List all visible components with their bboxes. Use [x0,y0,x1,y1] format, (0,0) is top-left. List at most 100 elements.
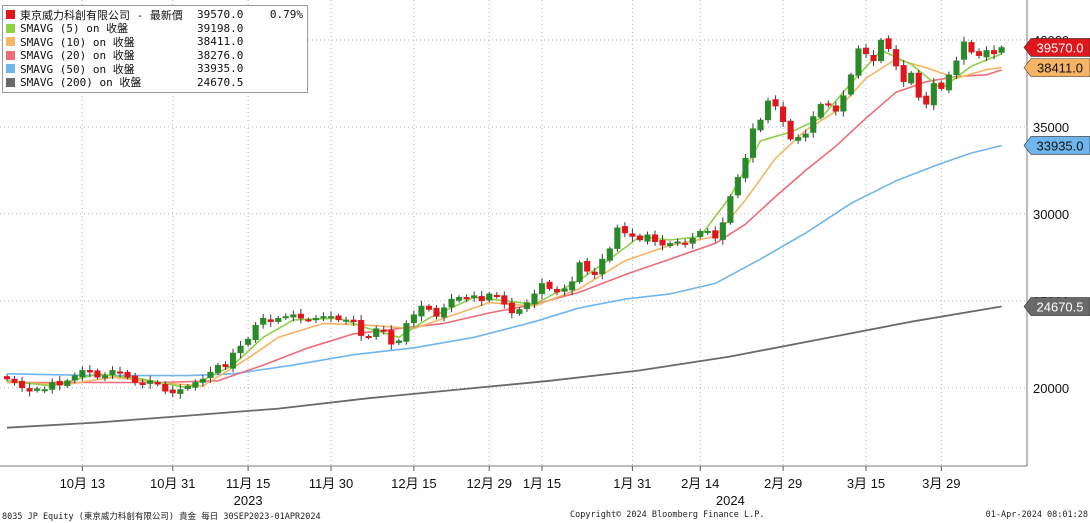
x-tick-label: 2月 14 [681,476,719,491]
y-tick-label: 35000 [1033,120,1069,135]
candle-body [486,293,493,301]
legend-value-sma200: 24670.5 [197,75,244,89]
sma20-line [7,69,1002,384]
legend-swatch-sma5 [6,23,15,33]
candle-body [116,371,124,374]
value-badge-shape [1023,297,1090,316]
legend-row-sma10: SMAVG (10) on 收盤 38411.0 [6,35,303,49]
legend-swatch-price [6,10,15,20]
candle-body [147,380,154,384]
legend-name-sma200: SMAVG (200) on 收盤 [20,76,142,90]
candle-body [440,307,448,318]
candle-body [975,51,983,56]
candle-body [878,39,885,62]
candle-body [290,314,297,318]
legend-swatch-sma10 [6,37,15,47]
candle-body [305,319,312,322]
candle-body [207,371,214,378]
sma5-path [6,49,1002,389]
legend-swatch-sma50 [6,64,15,74]
candle-body [94,370,101,378]
candle-body [19,380,26,389]
candle-body [132,375,139,383]
candle-body [915,72,922,98]
candle-body [403,323,410,342]
candle-body [124,371,131,378]
legend-row-price: 東京威力科創有限公司 - 最新價 39570.0 0.79% [6,8,303,22]
candle-body [968,42,975,53]
x-tick-label: 10月 13 [60,476,106,491]
candle-body [425,305,433,310]
candle-body [930,83,937,106]
value-badge-label: 24670.5 [1037,300,1084,315]
x-tick-label: 2月 29 [764,476,802,491]
last-value-badges: 39570.0 38411.0 33935.0 24670.5 [1023,38,1090,316]
candle-body [192,382,199,388]
candle-body [840,95,847,112]
candle-body [41,389,48,392]
candle-body [478,296,485,302]
candle-body [410,314,417,323]
candle-body [742,157,749,179]
candle-body [493,294,500,297]
candle-body [380,329,387,332]
candle-body [998,47,1005,53]
candle-body [591,271,598,275]
candle-body [704,231,711,234]
legend-row-sma200: SMAVG (200) on 收盤 24670.5 [6,75,303,90]
candle-body [237,345,244,354]
candle-body [350,319,357,322]
candle-body [719,222,726,240]
legend-name-sma50: SMAVG (50) on 收盤 [20,62,135,76]
sma200-path [6,305,1002,429]
candle-body [893,49,900,67]
candle-body [109,370,116,376]
candle-body [938,82,945,89]
candle-body [335,315,342,321]
x-tick-label: 3月 29 [922,476,960,491]
candle-body [230,352,237,369]
candle-body [471,295,478,298]
candle-body [169,389,176,394]
value-badge: 38411.0 [1023,58,1090,77]
candle-body [855,48,862,76]
x-year-label: 2024 [716,493,745,508]
candle-body [71,375,78,381]
candle-body [644,234,651,242]
footer-timestamp: 01-Apr-2024 08:01:28 [985,510,1088,520]
candle-body [222,364,229,368]
value-badge: 33935.0 [1023,136,1090,155]
candle-body [3,376,11,380]
value-badge-label: 38411.0 [1037,61,1083,76]
legend-value-sma50: 33935.0 [197,62,244,76]
candlesticks [3,35,1005,399]
candle-body [546,281,553,289]
candle-body [569,281,576,291]
candle-body [275,317,282,322]
candle-body [659,240,666,246]
legend-swatch-sma200 [6,77,15,87]
value-badge-shape [1023,58,1090,77]
candle-body [456,297,463,301]
candle-body [516,309,523,314]
x-tick-label: 12月 15 [391,476,437,491]
x-tick-label: 1月 31 [613,476,651,491]
candle-body [508,302,515,314]
candle-body [395,340,402,344]
legend-swatch-sma20 [6,50,15,60]
candle-body [199,378,206,383]
x-year-label: 2023 [234,493,263,508]
candle-body [463,297,470,300]
x-tick-label: 11月 15 [226,476,271,491]
candle-body [832,105,839,112]
candle-body [538,283,546,295]
candle-body [11,378,18,383]
sma10-path [6,58,1002,387]
candle-body [139,382,146,385]
candle-body [260,317,267,325]
candle-body [667,243,674,247]
candle-body [49,382,56,390]
x-tick-label: 12月 29 [466,476,512,491]
value-badge-shape [1023,136,1090,155]
candle-body [26,388,33,392]
